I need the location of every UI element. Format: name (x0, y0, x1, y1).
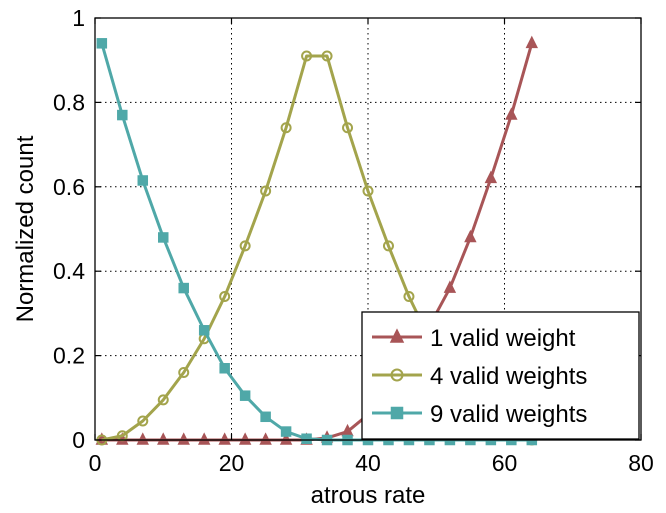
data-point (280, 426, 292, 437)
data-point (301, 433, 312, 444)
data-point (177, 432, 190, 445)
data-point (279, 432, 293, 445)
legend-marker (389, 328, 405, 343)
x-axis-label: atrous rate (311, 482, 426, 509)
data-point (219, 363, 230, 374)
data-point (260, 185, 272, 197)
legend: 1 valid weight 4 valid weights 9 valid wei… (361, 311, 640, 440)
data-point (484, 170, 498, 184)
data-point (301, 50, 313, 62)
data-point (259, 432, 272, 445)
data-point (239, 240, 251, 252)
y-tick-label: 0.2 (53, 343, 85, 369)
axis-ticks: 0 20 40 60 80 0 0.2 0.4 0.6 0.8 1 (53, 5, 654, 476)
data-point (158, 232, 169, 243)
y-tick-label: 0.4 (53, 258, 85, 284)
y-tick-label: 0 (72, 427, 85, 453)
data-point (464, 229, 477, 243)
data-point (239, 390, 251, 401)
data-point (238, 432, 252, 445)
data-point (137, 415, 149, 427)
x-tick-label: 60 (492, 450, 518, 476)
x-tick-label: 0 (89, 450, 102, 476)
legend-entry: 4 valid weights (372, 363, 587, 390)
data-point (505, 107, 518, 120)
x-tick-label: 40 (355, 450, 381, 476)
x-tick-label: 80 (628, 450, 654, 476)
legend-marker (390, 368, 404, 382)
data-point (260, 411, 271, 423)
data-point (443, 280, 457, 293)
legend-entry: 9 valid weights (372, 401, 587, 428)
data-point (198, 325, 210, 336)
y-axis-label: Normalized count (12, 135, 39, 322)
data-point (362, 185, 374, 197)
legend-label: 4 valid weights (430, 363, 587, 390)
y-tick-label: 0.8 (53, 89, 85, 115)
data-point (342, 122, 354, 134)
y-tick-label: 0.6 (53, 174, 85, 200)
legend-label: 1 valid weight (430, 325, 576, 352)
data-point (382, 240, 394, 252)
data-point (96, 38, 108, 49)
data-point (219, 291, 231, 303)
data-point (525, 35, 539, 49)
data-point (117, 109, 128, 121)
data-point (218, 432, 231, 445)
x-tick-label: 20 (219, 450, 245, 476)
data-point (280, 122, 292, 134)
data-point (157, 432, 170, 445)
data-point (157, 394, 169, 406)
data-point (178, 282, 189, 294)
data-point (403, 291, 415, 303)
data-point (178, 366, 190, 378)
data-point (197, 432, 211, 445)
legend-marker (390, 406, 404, 420)
data-point (137, 175, 149, 186)
data-point (136, 432, 149, 445)
legend-entry: 1 valid weight (372, 325, 576, 352)
y-tick-label: 1 (72, 5, 85, 31)
data-point (321, 50, 333, 62)
legend-label: 9 valid weights (430, 401, 587, 428)
